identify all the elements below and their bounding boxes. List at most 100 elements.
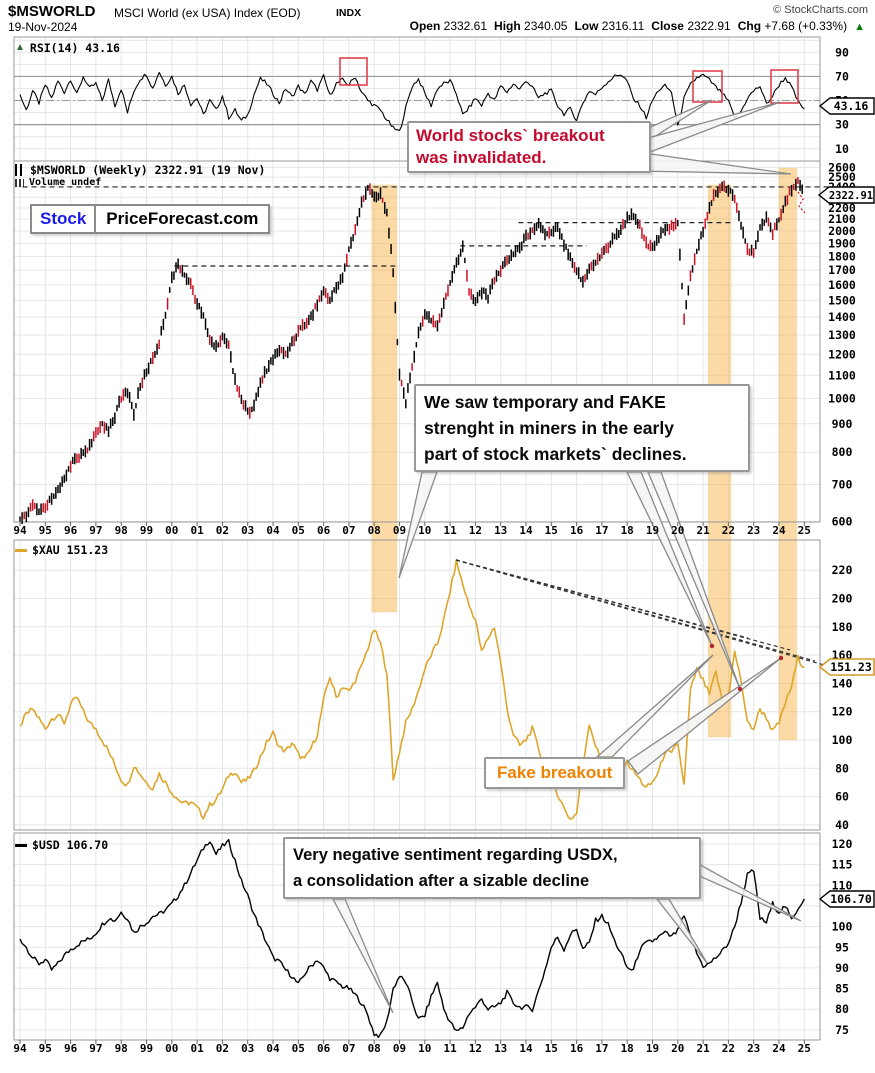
year-label: 02	[216, 524, 229, 537]
year-label: 03	[241, 524, 254, 537]
watermark: Stock PriceForecast.com	[30, 204, 271, 234]
rsi-legend-label: RSI(14) 43.16	[29, 41, 120, 55]
rsi-highlight-box	[770, 69, 799, 104]
usd-legend: $USD 106.70	[15, 838, 108, 852]
year-label: 21	[696, 524, 710, 537]
year-label: 11	[443, 524, 457, 537]
year-label: 98	[115, 1042, 128, 1055]
year-label: 99	[140, 524, 153, 537]
main-price-badge: 2322.91	[817, 186, 875, 204]
main-ytick: 1200	[828, 347, 856, 361]
miners-fake-strength-note: We saw temporary and FAKE strenght in mi…	[414, 384, 750, 472]
year-label: 20	[671, 1042, 684, 1055]
ticker-name: MSCI World (ex USA) Index (EOD)	[114, 6, 301, 20]
rsi-line	[19, 71, 805, 132]
miners-note-line3: part of stock markets` declines.	[424, 444, 687, 464]
watermark-part2: PriceForecast.com	[96, 204, 271, 234]
year-label: 15	[545, 524, 558, 537]
callout-arrow	[636, 151, 792, 175]
year-label: 09	[393, 524, 406, 537]
copyright: © StockCharts.com	[773, 4, 868, 16]
year-label: 95	[39, 1042, 52, 1055]
year-label: 25	[798, 1042, 811, 1055]
year-label: 19	[646, 524, 659, 537]
callout-arrow	[331, 898, 394, 1014]
year-label: 23	[747, 524, 760, 537]
svg-text:106.70: 106.70	[830, 892, 872, 906]
chg-label: Chg	[737, 19, 762, 33]
svg-text:151.23: 151.23	[830, 660, 872, 674]
miners-note-line2: strenght in miners in the early	[424, 418, 674, 438]
year-label: 12	[469, 524, 482, 537]
year-label: 05	[292, 1042, 305, 1055]
year-label: 08	[368, 524, 381, 537]
main-ytick: 1300	[828, 328, 856, 342]
breakout-note-line2: was invalidated.	[416, 148, 547, 167]
low-label: Low	[574, 19, 599, 33]
svg-text:43.16: 43.16	[834, 99, 869, 113]
ticker-symbol: $MSWORLD	[8, 3, 96, 20]
usd-value-badge: 106.70	[818, 890, 875, 908]
usd-legend-label: $USD 106.70	[32, 838, 109, 852]
rsi-legend: ▲ RSI(14) 43.16	[15, 41, 120, 55]
xau-panel-border	[13, 539, 821, 831]
year-label: 15	[545, 1042, 558, 1055]
year-label: 99	[140, 1042, 153, 1055]
year-label: 05	[292, 524, 305, 537]
year-label: 96	[64, 524, 78, 537]
low-value: 2316.11	[601, 19, 645, 33]
year-label: 03	[241, 1042, 254, 1055]
open-label: Open	[409, 19, 441, 33]
xau-legend-label: $XAU 151.23	[32, 543, 109, 557]
xau-ytick: 220	[832, 563, 853, 577]
up-arrow-icon: ▲	[854, 21, 865, 33]
breakout-invalidated-note: World stocks` breakout was invalidated.	[407, 121, 651, 173]
arrow-red-tip	[737, 686, 743, 692]
main-ytick: 1700	[828, 263, 856, 277]
year-label: 10	[418, 1042, 431, 1055]
year-label: 01	[190, 1042, 204, 1055]
watermark-part1: Stock	[30, 204, 97, 234]
highlight-band	[778, 167, 798, 741]
main-ytick: 2000	[828, 224, 856, 238]
year-label: 95	[39, 524, 52, 537]
year-label: 04	[266, 1042, 280, 1055]
year-label: 09	[393, 1042, 406, 1055]
main-ytick: 1100	[828, 368, 856, 382]
main-ytick: 800	[832, 445, 853, 459]
callout-arrow	[625, 471, 713, 647]
year-label: 13	[494, 1042, 507, 1055]
rsi-ytick: 30	[835, 118, 849, 132]
year-label: 96	[64, 1042, 78, 1055]
year-label: 18	[621, 1042, 634, 1055]
callout-arrow	[687, 856, 802, 922]
year-label: 97	[89, 1042, 102, 1055]
red-dotted-projection	[797, 191, 806, 214]
dashed-fan-line	[455, 559, 839, 670]
volume-legend-label: Volume undef	[29, 177, 102, 188]
usd-ytick: 120	[832, 837, 853, 851]
usd-ytick: 80	[835, 1002, 849, 1016]
main-ytick: 1000	[828, 391, 856, 405]
year-label: 22	[722, 1042, 735, 1055]
year-label: 04	[266, 524, 280, 537]
usd-ytick: 75	[835, 1023, 849, 1037]
usd-ytick: 85	[835, 982, 849, 996]
year-label: 12	[469, 1042, 482, 1055]
year-label: 23	[747, 1042, 760, 1055]
year-label: 24	[772, 524, 786, 537]
year-label: 06	[317, 524, 331, 537]
main-ytick: 2600	[828, 161, 856, 175]
usd-ytick: 110	[832, 878, 853, 892]
main-ytick: 700	[832, 477, 853, 491]
usd-note-line2: a consolidation after a sizable decline	[293, 872, 590, 890]
year-label: 94	[13, 1042, 27, 1055]
year-label: 17	[595, 524, 608, 537]
xau-ytick: 40	[835, 818, 849, 832]
highlight-band	[371, 184, 398, 613]
main-ytick: 900	[832, 417, 853, 431]
year-label: 21	[696, 1042, 710, 1055]
year-label: 20	[671, 524, 684, 537]
main-ytick: 2100	[828, 212, 856, 226]
year-label: 07	[342, 524, 355, 537]
